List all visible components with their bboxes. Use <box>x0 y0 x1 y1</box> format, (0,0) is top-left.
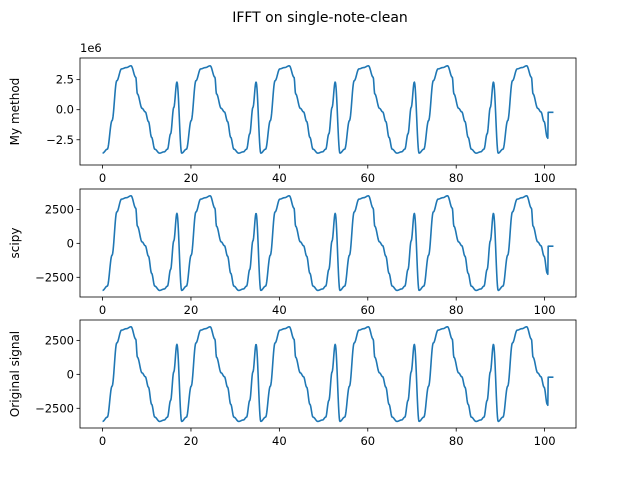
y-axis-label: scipy <box>8 228 22 259</box>
x-tick-label: 0 <box>99 303 106 317</box>
y-tick-label: −2500 <box>35 401 74 415</box>
x-tick-label: 20 <box>184 303 199 317</box>
x-tick-label: 40 <box>272 171 287 185</box>
x-tick-label: 60 <box>360 171 375 185</box>
x-tick-label: 0 <box>99 171 106 185</box>
x-tick-label: 100 <box>534 171 556 185</box>
x-tick-label: 80 <box>449 171 464 185</box>
subplot-original-signal: 0 20 40 60 80 100 −2500 0 2500 Original signal <box>8 319 577 448</box>
y-tick-label: 0.0 <box>56 103 74 117</box>
x-tick-label: 100 <box>534 303 556 317</box>
subplot-my-method: 0 20 40 60 80 100 −2.5 0.0 2.5 My method 1e6 <box>8 41 577 185</box>
axes-frame <box>79 188 577 298</box>
x-tick-label: 60 <box>360 434 375 448</box>
x-tick-label: 80 <box>449 434 464 448</box>
series-line <box>102 325 554 423</box>
x-tick-label: 20 <box>184 434 199 448</box>
axes-frame <box>79 57 577 166</box>
y-offset-text: 1e6 <box>80 41 102 55</box>
axes-frame <box>79 319 577 429</box>
series-line <box>102 65 554 154</box>
x-tick-label: 0 <box>99 434 106 448</box>
subplot-scipy: 0 20 40 60 80 100 −2500 0 2500 scipy <box>8 188 577 317</box>
x-tick-label: 20 <box>184 171 199 185</box>
y-tick-label: −2.5 <box>46 133 74 147</box>
y-axis-label: My method <box>8 78 22 146</box>
x-tick-label: 80 <box>449 303 464 317</box>
y-tick-label: 0 <box>67 236 74 250</box>
x-tick-label: 100 <box>534 434 556 448</box>
y-tick-label: 2500 <box>45 333 74 347</box>
series-line <box>102 194 554 292</box>
y-tick-label: 2500 <box>45 202 74 216</box>
x-tick-label: 40 <box>272 303 287 317</box>
y-tick-label: −2500 <box>35 270 74 284</box>
figure-title: IFFT on single-note-clean <box>232 10 408 26</box>
x-tick-label: 60 <box>360 303 375 317</box>
y-tick-label: 2.5 <box>56 73 74 87</box>
y-tick-label: 0 <box>67 367 74 381</box>
y-axis-label: Original signal <box>8 331 22 417</box>
x-tick-label: 40 <box>272 434 287 448</box>
